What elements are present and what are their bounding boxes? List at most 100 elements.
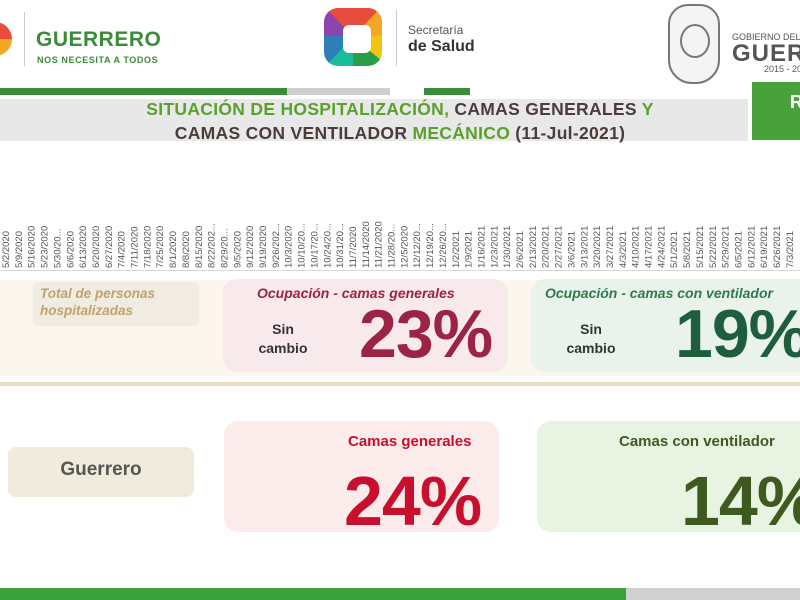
logo-divider	[24, 12, 25, 66]
date-tick-label: 6/5/2021	[733, 231, 744, 268]
date-tick-label: 9/26/202...	[271, 223, 282, 268]
date-tick-label: 5/15/2021	[695, 226, 706, 268]
date-tick-label: 11/28/20...	[387, 224, 398, 268]
date-tick-label: 1/9/2021	[464, 231, 475, 268]
date-tick-label: 4/17/2021	[644, 226, 655, 268]
date-tick-label: 6/13/2020	[78, 226, 89, 268]
date-tick-label: 10/17/20...	[309, 223, 320, 268]
date-tick-label: 6/26/2021	[772, 226, 783, 268]
salud-logo-line1: Secretaría	[408, 23, 464, 37]
date-tick-label: 8/1/2020	[168, 231, 179, 268]
date-tick-label: 6/20/2020	[91, 226, 102, 268]
date-tick-label: 8/22/202...	[207, 223, 218, 268]
date-axis-svg: 5/2/2020 5/9/2020 5/16/2020 5/23/2020 5/30/2…	[1, 221, 796, 268]
date-tick-label: 1/23/2021	[489, 226, 500, 268]
date-tick-label: 5/9/2020	[14, 231, 25, 268]
date-tick-label: 3/27/2021	[605, 226, 616, 268]
date-tick-label: 9/12/2020	[245, 226, 256, 268]
date-tick-label: 12/19/20...	[425, 223, 436, 268]
date-tick-label: 7/25/2020	[155, 226, 166, 268]
date-tick-label: 1/16/2021	[476, 226, 487, 268]
date-tick-label: 3/6/2021	[566, 231, 577, 268]
gobierno-logo-line3: 2015 - 20	[764, 64, 800, 74]
gobierno-logo-line2: GUERR	[732, 40, 800, 67]
date-tick-label: 2/13/2021	[528, 226, 539, 268]
occupancy-ventilator-card: Ocupación - camas con ventilador Sin cam…	[531, 279, 800, 372]
date-tick-label: 11/14/2020	[361, 221, 372, 268]
state-seal-icon	[668, 4, 720, 84]
date-tick-label: 4/24/2021	[656, 226, 667, 268]
beds-general-card: Camas generales 24%	[224, 421, 499, 540]
date-tick-label: 7/18/2020	[142, 226, 153, 268]
date-tick-label: 6/6/2020	[65, 231, 76, 268]
divider-line	[0, 382, 800, 386]
region-card: Guerrero	[8, 447, 194, 497]
date-axis-baseline	[0, 270, 800, 271]
title-line1-a: SITUACIÓN DE HOSPITALIZACIÓN,	[146, 99, 450, 119]
occupancy-general-card: Ocupación - camas generales Sin cambio 2…	[223, 279, 508, 372]
date-tick-label: 8/15/2020	[194, 226, 205, 268]
guerrero-logo: GUERRERO NOS NECESITA A TODOS	[0, 8, 190, 78]
occupancy-ventilator-title: Ocupación - camas con ventilador	[545, 285, 773, 301]
date-tick-label: 6/19/2021	[759, 226, 770, 268]
header-bar-green	[0, 88, 287, 95]
date-tick-label: 7/11/2020	[130, 226, 141, 268]
section-badge-label: R	[790, 92, 800, 112]
title-line1-c: Y	[641, 99, 654, 119]
date-tick-label: 5/22/2021	[708, 226, 719, 268]
date-tick-label: 5/8/2021	[682, 231, 693, 268]
total-hospitalized-card: Total de personas hospitalizadas	[33, 282, 199, 326]
date-tick-label: 10/24/20...	[322, 223, 333, 268]
date-tick-label: 2/27/2021	[554, 226, 565, 268]
title-line2-b: MECÁNICO	[412, 123, 511, 143]
beds-ventilator-value: 14%	[681, 462, 800, 540]
date-tick-label: 4/10/2021	[631, 226, 642, 268]
guerrero-star-icon	[0, 22, 12, 56]
beds-general-title: Camas generales	[348, 433, 472, 450]
date-tick-label: 1/30/2021	[502, 226, 513, 268]
occupancy-general-title: Ocupación - camas generales	[257, 285, 455, 301]
header-bar-gray	[287, 88, 390, 95]
occupancy-ventilator-value: 19%	[675, 296, 800, 372]
header-bar-green-small	[424, 88, 470, 95]
logo-divider	[396, 10, 397, 66]
region-label: Guerrero	[60, 459, 142, 480]
date-tick-label: 5/1/2021	[669, 231, 680, 268]
footer-bar-green	[0, 588, 626, 600]
title-band	[0, 99, 748, 141]
occupancy-general-value: 23%	[359, 296, 493, 372]
date-tick-label: 7/3/2021	[785, 231, 796, 268]
secretaria-salud-logo: Secretaría de Salud	[320, 6, 520, 76]
section-badge: R	[752, 82, 800, 140]
title-line1-b: CAMAS GENERALES	[449, 99, 642, 119]
beds-general-value: 24%	[344, 462, 482, 540]
date-tick-label: 4/3/2021	[618, 231, 629, 268]
date-tick-label: 1/2/2021	[451, 231, 462, 268]
guerrero-logo-title: GUERRERO	[36, 28, 162, 51]
date-tick-label: 3/13/2021	[579, 226, 590, 268]
date-tick-label: 10/3/2020	[284, 226, 295, 268]
total-hospitalized-label: Total de personas hospitalizadas	[40, 286, 156, 318]
date-tick-label: 12/26/20...	[438, 223, 449, 268]
beds-ventilator-card: Camas con ventilador 14%	[537, 421, 800, 540]
date-tick-label: 2/20/2021	[541, 226, 552, 268]
guerrero-logo-subtitle: NOS NECESITA A TODOS	[37, 55, 159, 65]
date-tick-label: 12/5/2020	[399, 226, 410, 268]
date-tick-label: 12/12/20...	[412, 223, 423, 268]
occupancy-ventilator-change: Sin cambio	[566, 321, 616, 356]
date-tick-label: 9/19/2020	[258, 226, 269, 268]
date-tick-label: 11/7/2020	[348, 226, 359, 268]
date-tick-label: 11/21/2020	[374, 221, 385, 268]
date-tick-label: 5/23/2020	[40, 226, 51, 268]
page-title: SITUACIÓN DE HOSPITALIZACIÓN, CAMAS GENE…	[0, 97, 800, 147]
date-tick-label: 5/16/2020	[27, 226, 38, 268]
date-tick-label: 6/27/2020	[104, 226, 115, 268]
date-tick-label: 5/2/2020	[1, 231, 12, 268]
footer-bar-gray	[626, 588, 800, 600]
gobierno-logo-line1: GOBIERNO DEL E	[732, 32, 800, 42]
date-tick-label: 9/5/2020	[232, 231, 243, 268]
date-tick-label: 3/20/2021	[592, 226, 603, 268]
date-tick-label: 8/29/20...	[219, 228, 230, 268]
title-line2-a: CAMAS CON VENTILADOR	[174, 123, 413, 143]
date-tick-label: 8/8/2020	[181, 231, 192, 268]
